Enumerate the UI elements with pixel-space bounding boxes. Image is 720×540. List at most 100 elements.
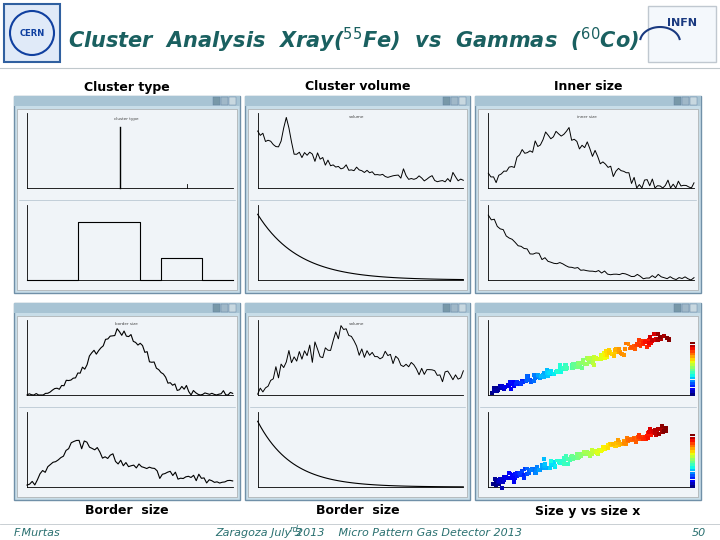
Point bbox=[651, 336, 662, 345]
Point bbox=[550, 368, 562, 376]
Point bbox=[639, 338, 651, 346]
Point bbox=[651, 428, 662, 437]
Point bbox=[572, 454, 584, 462]
Bar bbox=[690, 388, 695, 390]
Point bbox=[568, 362, 580, 370]
Point bbox=[492, 386, 503, 394]
Point bbox=[622, 436, 634, 444]
Point bbox=[621, 434, 632, 443]
Point bbox=[495, 478, 506, 487]
Point bbox=[588, 354, 600, 362]
Point bbox=[523, 375, 534, 383]
Point bbox=[646, 430, 657, 439]
Point bbox=[585, 449, 597, 458]
Point bbox=[521, 372, 533, 381]
Point bbox=[634, 341, 645, 350]
Text: border size: border size bbox=[114, 322, 138, 326]
Point bbox=[577, 355, 589, 364]
Point bbox=[516, 380, 527, 388]
Point bbox=[613, 344, 625, 353]
Point bbox=[610, 345, 621, 353]
Point bbox=[598, 352, 610, 361]
Point bbox=[625, 344, 636, 353]
Point bbox=[500, 383, 511, 391]
Point bbox=[567, 455, 579, 463]
Point bbox=[492, 477, 504, 486]
Point bbox=[516, 377, 528, 386]
Point bbox=[600, 350, 612, 359]
Point bbox=[610, 345, 621, 354]
Point bbox=[548, 370, 559, 379]
Bar bbox=[690, 372, 695, 374]
Bar bbox=[690, 353, 695, 355]
Bar bbox=[690, 477, 695, 480]
Point bbox=[490, 383, 502, 392]
Point bbox=[547, 458, 559, 467]
Point bbox=[599, 445, 611, 454]
Point bbox=[595, 354, 607, 362]
Point bbox=[657, 428, 669, 436]
Point bbox=[588, 361, 600, 369]
Point bbox=[637, 336, 649, 345]
Point bbox=[526, 465, 537, 474]
Point bbox=[588, 447, 600, 456]
Bar bbox=[690, 480, 695, 482]
Bar bbox=[690, 450, 695, 453]
Point bbox=[487, 480, 499, 488]
Bar bbox=[690, 442, 695, 444]
Point bbox=[506, 474, 518, 483]
Point bbox=[524, 375, 536, 384]
Point bbox=[605, 441, 616, 449]
Point bbox=[491, 387, 503, 395]
Bar bbox=[212, 97, 220, 105]
Point bbox=[518, 474, 530, 482]
Point bbox=[521, 470, 533, 478]
Bar bbox=[690, 366, 695, 369]
Point bbox=[562, 364, 573, 373]
Text: INFN: INFN bbox=[667, 18, 697, 28]
Point bbox=[552, 368, 564, 376]
Point bbox=[575, 450, 586, 458]
Point bbox=[613, 346, 624, 354]
Point bbox=[509, 474, 521, 483]
Bar bbox=[245, 96, 470, 293]
Point bbox=[571, 449, 582, 458]
Point bbox=[618, 436, 629, 445]
Point bbox=[551, 456, 562, 465]
Point bbox=[634, 434, 646, 442]
Point bbox=[508, 382, 520, 390]
Point bbox=[648, 427, 660, 435]
Point bbox=[523, 466, 535, 475]
Point bbox=[566, 454, 577, 462]
Point bbox=[633, 336, 644, 345]
Bar bbox=[212, 304, 220, 312]
Point bbox=[577, 364, 588, 373]
Point bbox=[495, 474, 506, 483]
Point bbox=[496, 384, 508, 393]
Point bbox=[631, 339, 643, 348]
Bar bbox=[690, 436, 695, 439]
Point bbox=[626, 343, 638, 352]
Point bbox=[498, 384, 510, 393]
Point bbox=[534, 466, 545, 475]
Point bbox=[531, 462, 543, 471]
Point bbox=[660, 427, 672, 436]
Point bbox=[498, 384, 510, 393]
Point bbox=[632, 340, 644, 349]
Point bbox=[531, 464, 542, 473]
Point bbox=[536, 372, 547, 380]
Point bbox=[588, 448, 600, 457]
Bar bbox=[14, 303, 240, 313]
Point bbox=[652, 424, 664, 433]
Point bbox=[488, 383, 500, 392]
Point bbox=[603, 346, 615, 355]
Point bbox=[494, 477, 505, 485]
Point bbox=[560, 451, 572, 460]
Point bbox=[647, 337, 658, 346]
Point bbox=[586, 446, 598, 455]
Point bbox=[644, 335, 655, 344]
Point bbox=[496, 383, 508, 391]
Point bbox=[546, 370, 558, 379]
Point bbox=[545, 461, 557, 469]
Point bbox=[573, 359, 585, 368]
